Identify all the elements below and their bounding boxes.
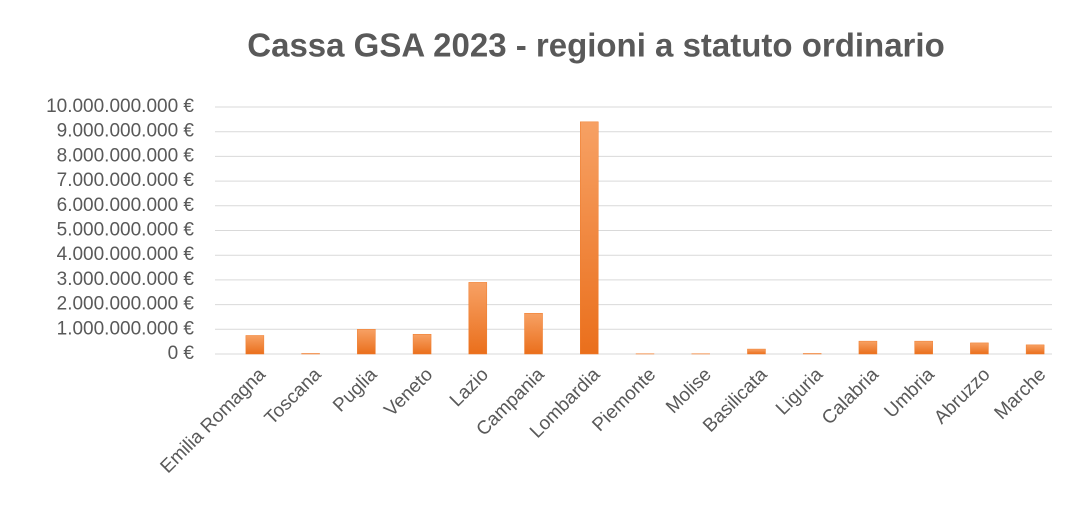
x-tick-label: Toscana — [261, 364, 326, 429]
x-tick-label: Emilia Romagna — [157, 364, 271, 478]
x-tick-label: Molise — [662, 364, 716, 418]
x-tick-label: Veneto — [380, 364, 437, 421]
y-tick-label: 4.000.000.000 € — [57, 244, 195, 265]
y-tick-label: 2.000.000.000 € — [57, 294, 195, 315]
y-tick-label: 5.000.000.000 € — [57, 220, 195, 241]
x-tick-label: Lazio — [446, 364, 493, 411]
bar — [357, 329, 376, 355]
x-tick-label: Marche — [991, 364, 1051, 424]
y-tick-label: 6.000.000.000 € — [57, 195, 195, 216]
x-tick-label: Abruzzo — [930, 364, 994, 428]
y-tick-label: 9.000.000.000 € — [57, 121, 195, 142]
y-tick-label: 1.000.000.000 € — [57, 318, 195, 339]
bar — [524, 312, 543, 355]
y-tick-label: 7.000.000.000 € — [57, 170, 195, 191]
x-tick-label: Puglia — [329, 364, 382, 417]
y-tick-label: 10.000.000.000 € — [46, 96, 194, 117]
y-tick-label: 8.000.000.000 € — [57, 145, 195, 166]
y-tick-label: 0 € — [168, 343, 195, 364]
chart-title: Cassa GSA 2023 - regioni a statuto ordin… — [247, 27, 944, 64]
bar — [914, 340, 933, 355]
bar — [858, 340, 878, 355]
bar — [468, 282, 488, 355]
bar — [412, 333, 432, 355]
y-tick-label: 3.000.000.000 € — [57, 269, 195, 290]
x-tick-label: Calabria — [818, 364, 883, 429]
bar — [970, 342, 989, 355]
bar — [1025, 344, 1045, 355]
bar — [747, 348, 766, 355]
x-tick-label: Liguria — [772, 364, 827, 419]
bar — [580, 121, 599, 355]
bar — [245, 335, 265, 355]
